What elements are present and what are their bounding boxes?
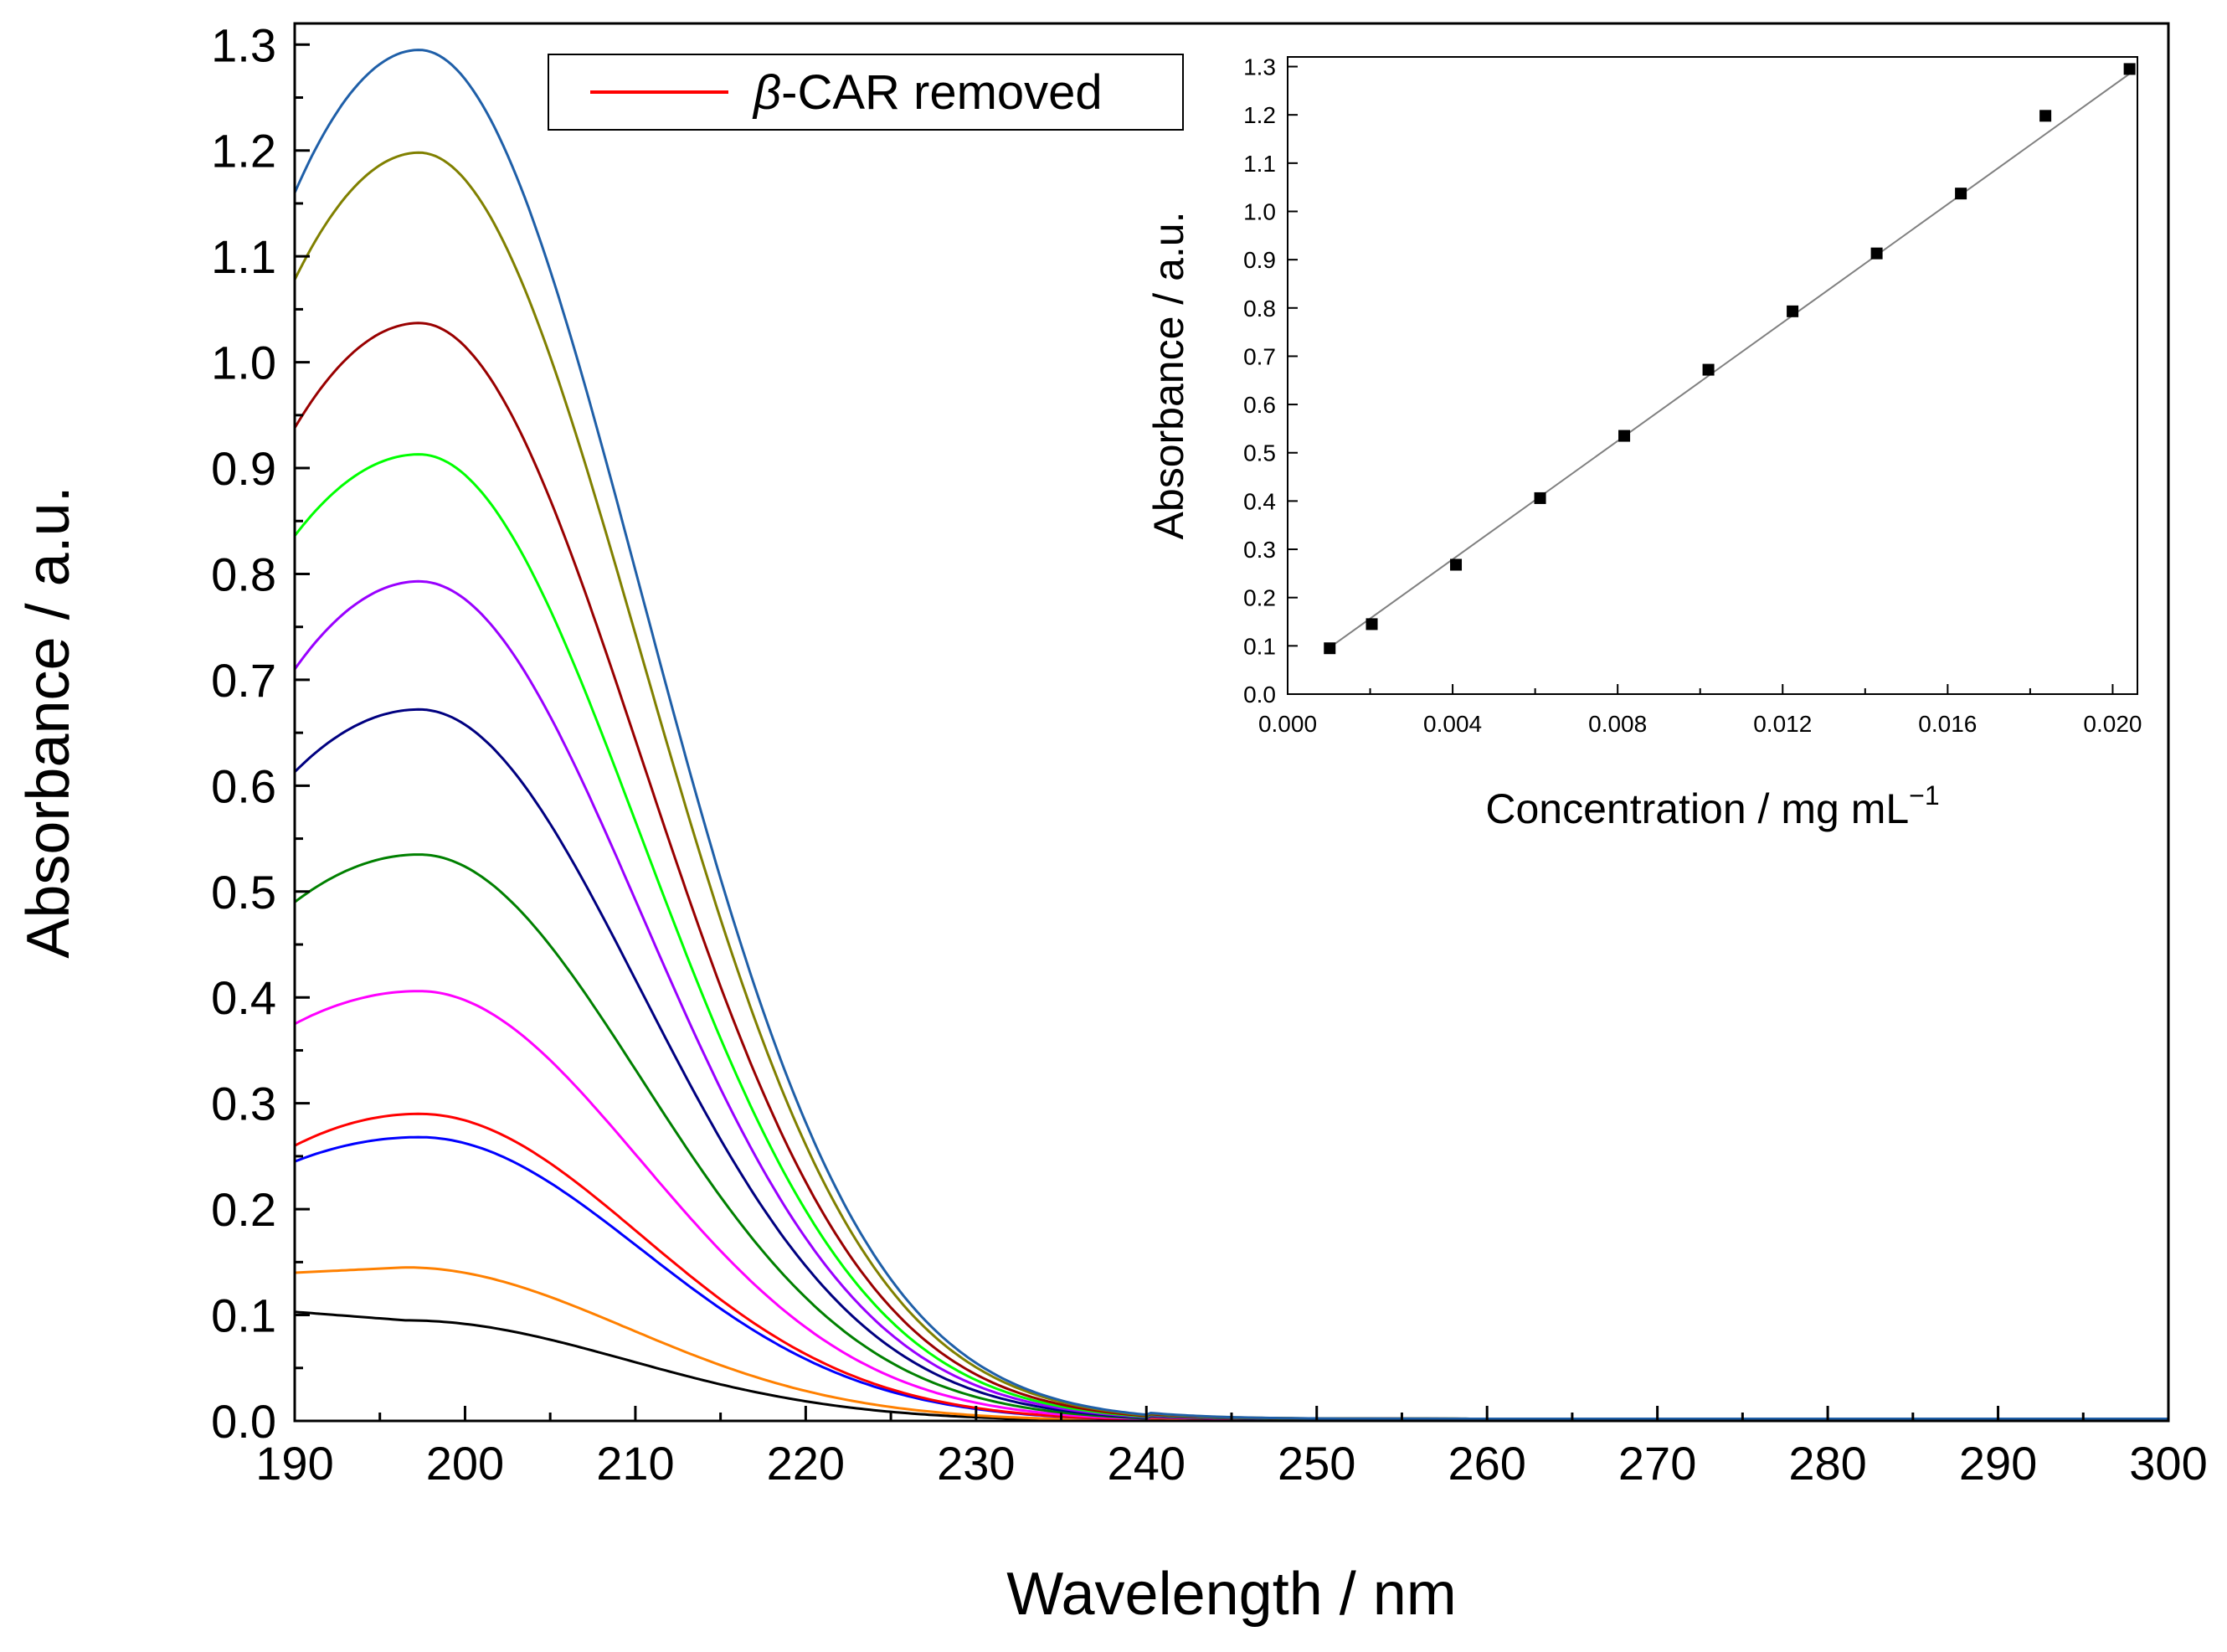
inset-y-ticks: 0.0 0.1 0.2 0.3 0.4 0.5 0.6 0.7 0.8 0.9 1.0 1.1 1.2 1… (1243, 54, 1298, 708)
y-tick-label: 1.1 (211, 230, 276, 283)
series-line-5 (294, 990, 2168, 1421)
x-tick-label: 270 (1618, 1437, 1696, 1490)
x-tick-label: 250 (1278, 1437, 1355, 1490)
inset-plot: 0.000 0.004 0.008 0.012 0.016 0.0200.00.10.20… (1145, 54, 2142, 832)
x-tick-label: 200 (426, 1437, 504, 1490)
inset-y-tick-label: 1.0 (1243, 198, 1276, 224)
inset-x-tick-label: 0.020 (2083, 711, 2142, 737)
inset-data-point (1787, 305, 1799, 317)
x-tick-label: 190 (255, 1437, 333, 1490)
inset-data-point (2039, 110, 2052, 122)
inset-y-tick-label: 0.8 (1243, 296, 1276, 322)
x-tick-label: 220 (767, 1437, 845, 1490)
y-tick-label: 0.0 (211, 1395, 276, 1448)
x-tick-label: 300 (2129, 1437, 2207, 1490)
series-line-3 (294, 1135, 2168, 1422)
y-tick-label: 0.5 (211, 866, 276, 919)
y-axis-title: Absorbance / a.u. (15, 486, 82, 958)
y-tick-label: 0.3 (211, 1078, 276, 1130)
y-tick-label: 0.1 (211, 1289, 276, 1342)
x-tick-label: 280 (1788, 1437, 1866, 1490)
x-tick-label: 240 (1108, 1437, 1186, 1490)
y-tick-label: 1.2 (211, 125, 276, 178)
series-line-8 (293, 579, 2168, 1420)
inset-x-axis-title: Concentration / mg mL−1 (1485, 780, 1939, 832)
y-tick-label: 0.9 (211, 442, 276, 495)
x-tick-label: 210 (596, 1437, 674, 1490)
x-tick-label: 230 (937, 1437, 1015, 1490)
inset-y-tick-label: 0.9 (1243, 247, 1276, 273)
x-axis-title: Wavelength / nm (1006, 1561, 1457, 1628)
inset-x-tick-label: 0.000 (1258, 711, 1317, 737)
inset-x-axis-title-main: Concentration / mg mL (1485, 785, 1909, 832)
inset-data-point (1618, 430, 1631, 442)
inset-y-tick-label: 0.3 (1243, 537, 1276, 563)
inset-x-tick-label: 0.004 (1423, 711, 1482, 737)
inset-y-tick-label: 0.2 (1243, 585, 1276, 611)
inset-x-axis-title-superscript: −1 (1909, 780, 1939, 811)
inset-data-point (1702, 363, 1715, 376)
y-tick-label: 0.2 (211, 1183, 276, 1236)
x-tick-label: 290 (1959, 1437, 2037, 1490)
series-line-1 (294, 1310, 2168, 1423)
y-tick-label: 0.7 (211, 654, 276, 707)
inset-y-tick-label: 1.2 (1243, 102, 1276, 128)
y-tick-label: 1.3 (211, 18, 276, 71)
inset-y-tick-label: 0.0 (1243, 682, 1276, 708)
inset-data-point (1534, 491, 1546, 504)
legend-label: β-CAR removed (752, 65, 1103, 120)
inset-fit-line (1329, 73, 2131, 649)
inset-y-tick-label: 0.7 (1243, 343, 1276, 369)
inset-x-tick-label: 0.016 (1918, 711, 1977, 737)
series-line-2 (294, 1266, 2168, 1422)
main-y-ticks: 0.0 0.1 0.2 0.3 0.4 0.5 0.6 0.7 0.8 0.9 1.0 1.1 1.2 1… (211, 18, 310, 1448)
inset-y-tick-label: 0.5 (1243, 440, 1276, 466)
inset-y-tick-label: 1.1 (1243, 151, 1276, 177)
series-line-6 (294, 853, 2168, 1420)
inset-x-ticks: 0.000 0.004 0.008 0.012 0.016 0.020 (1258, 684, 2142, 737)
y-tick-label: 0.6 (211, 759, 276, 812)
legend: β-CAR removed (548, 54, 1184, 131)
inset-y-tick-label: 1.3 (1243, 54, 1276, 80)
inset-x-tick-label: 0.012 (1753, 711, 1812, 737)
series-line-4 (294, 1112, 2168, 1421)
inset-y-axis-title: Absorbance / a.u. (1145, 212, 1192, 540)
inset-x-tick-label: 0.008 (1588, 711, 1647, 737)
inset-y-tick-label: 0.1 (1243, 633, 1276, 659)
inset-y-tick-label: 0.4 (1243, 488, 1276, 514)
y-tick-label: 0.4 (211, 971, 276, 1024)
inset-data-point (1324, 642, 1336, 655)
inset-points (1324, 63, 2136, 655)
inset-y-tick-label: 0.6 (1243, 392, 1276, 418)
inset-data-point (1870, 247, 1883, 260)
main-plot: 190 200 210 220 230 240 250 260 270 280 290 3000.00… (15, 18, 2208, 1628)
x-tick-label: 260 (1448, 1437, 1525, 1490)
inset-data-point (2123, 63, 2136, 75)
inset-data-point (1366, 618, 1378, 630)
inset-data-point (1955, 188, 1967, 200)
legend-label-rest: -CAR removed (781, 65, 1103, 120)
legend-label-prefix: β (752, 65, 781, 120)
y-tick-label: 0.8 (211, 548, 276, 600)
y-tick-label: 1.0 (211, 337, 276, 389)
inset-data-point (1450, 558, 1463, 571)
main-x-ticks: 190 200 210 220 230 240 250 260 270 280 290 300 (255, 1406, 2208, 1490)
